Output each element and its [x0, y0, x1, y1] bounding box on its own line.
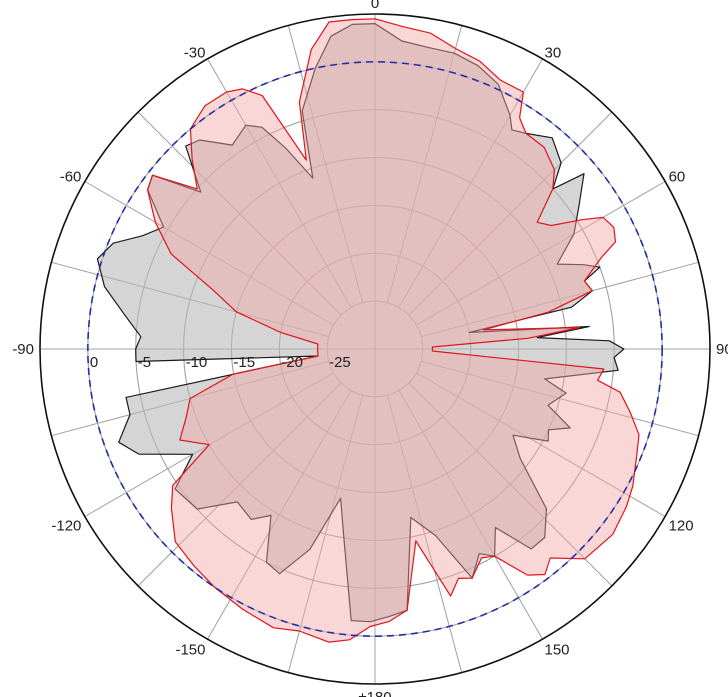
radial-tick-label: -10: [186, 354, 208, 371]
radial-tick-label: -25: [329, 354, 351, 371]
reference-circle-layer: [39, 13, 711, 685]
polar-labels: 0 30 60 90 120 150 ±180 -150 -120 -90 -60 -30 0 -5 -10…: [12, 0, 728, 697]
angle-tick-label: -150: [175, 642, 205, 659]
radial-tick-label: -5: [138, 354, 151, 371]
angle-tick-label: -120: [51, 518, 81, 535]
angle-tick-label: 30: [545, 44, 562, 61]
angle-tick-label: -90: [12, 341, 34, 358]
reference-circle: [87, 61, 663, 637]
radial-tick-label: -20: [281, 354, 303, 371]
angle-tick-label: 90: [716, 341, 728, 358]
series-black-pattern: [96, 23, 625, 623]
radial-tick-label: -15: [233, 354, 255, 371]
angle-tick-label: -30: [184, 44, 206, 61]
angle-tick-label: 150: [545, 642, 570, 659]
radiation-series-layer: [96, 18, 640, 643]
outer-boundary-circle: [39, 13, 711, 685]
angle-tick-label: 120: [669, 518, 694, 535]
angle-tick-label: -60: [60, 169, 82, 186]
angle-tick-label: 0: [371, 0, 379, 12]
angle-tick-label: 60: [669, 169, 686, 186]
radial-tick-label: 0: [90, 354, 98, 371]
series-red-pattern: [147, 18, 640, 643]
angle-tick-label: ±180: [358, 689, 391, 697]
